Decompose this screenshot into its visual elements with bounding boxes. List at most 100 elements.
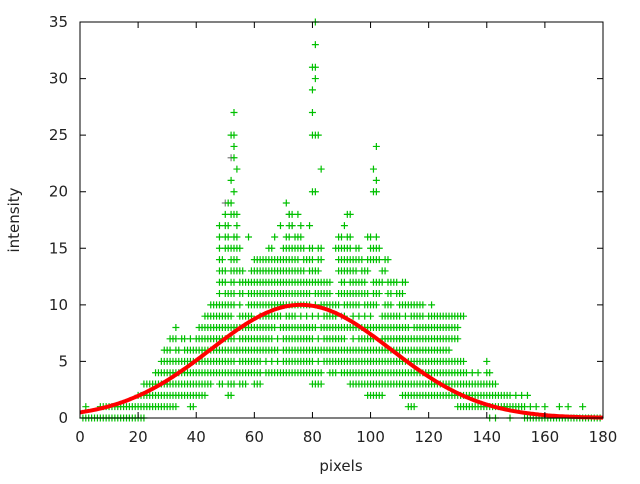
- data-point: [314, 267, 322, 275]
- data-point: [317, 369, 325, 377]
- data-point: [172, 323, 180, 331]
- data-point: [372, 142, 380, 150]
- y-tick-label: 35: [49, 13, 68, 31]
- data-point: [233, 256, 241, 264]
- data-point: [419, 301, 427, 309]
- data-point: [233, 222, 241, 230]
- data-point: [460, 312, 468, 320]
- data-point: [297, 222, 305, 230]
- data-point: [239, 267, 247, 275]
- data-point: [410, 403, 418, 411]
- ticks-layer: 0 20 40 60 80 100 120 140 160 180 0 5 10 15 20 25 30 35: [49, 13, 617, 446]
- x-tick-label: 40: [187, 428, 206, 446]
- data-point: [483, 357, 491, 365]
- fit-curve-layer: [79, 302, 603, 420]
- data-point: [317, 244, 325, 252]
- data-point: [384, 256, 392, 264]
- data-point: [532, 403, 540, 411]
- data-point: [326, 290, 334, 298]
- data-point: [308, 86, 316, 94]
- data-point: [172, 403, 180, 411]
- data-point: [311, 63, 319, 71]
- data-point: [474, 369, 482, 377]
- data-point: [282, 199, 290, 207]
- data-point: [201, 391, 209, 399]
- data-point: [227, 199, 235, 207]
- data-point: [486, 369, 494, 377]
- data-point: [297, 233, 305, 241]
- data-point: [230, 109, 238, 117]
- data-point: [378, 391, 386, 399]
- data-point: [346, 210, 354, 218]
- x-tick-label: 120: [414, 428, 443, 446]
- data-point: [355, 244, 363, 252]
- data-point: [311, 41, 319, 49]
- data-point: [564, 403, 572, 411]
- data-point: [367, 312, 375, 320]
- y-tick-label: 5: [58, 352, 68, 370]
- points-layer: [79, 18, 604, 422]
- data-point: [454, 323, 462, 331]
- data-point: [460, 357, 468, 365]
- data-point: [317, 380, 325, 388]
- data-point: [364, 267, 372, 275]
- data-point: [401, 278, 409, 286]
- data-point: [340, 222, 348, 230]
- data-point: [372, 301, 380, 309]
- y-tick-label: 30: [49, 70, 68, 88]
- x-tick-label: 0: [75, 428, 85, 446]
- data-point: [230, 188, 238, 196]
- data-point: [224, 222, 232, 230]
- data-point: [311, 188, 319, 196]
- x-axis-label: pixels: [319, 457, 363, 475]
- data-point: [306, 222, 314, 230]
- data-point: [276, 222, 284, 230]
- data-point: [372, 188, 380, 196]
- data-point: [369, 165, 377, 173]
- x-tick-label: 140: [472, 428, 501, 446]
- x-tick-label: 60: [245, 428, 264, 446]
- data-point: [242, 380, 250, 388]
- data-point: [314, 131, 322, 139]
- data-point: [375, 244, 383, 252]
- data-point: [245, 233, 253, 241]
- data-point: [317, 256, 325, 264]
- data-point: [218, 256, 226, 264]
- data-point: [82, 403, 90, 411]
- data-point: [227, 176, 235, 184]
- data-point: [311, 75, 319, 83]
- data-point: [230, 142, 238, 150]
- data-point: [387, 301, 395, 309]
- data-point: [381, 267, 389, 275]
- x-tick-label: 20: [129, 428, 148, 446]
- data-point: [372, 233, 380, 241]
- y-tick-label: 0: [58, 409, 68, 427]
- data-point: [288, 222, 296, 230]
- data-point: [294, 210, 302, 218]
- gaussian-fit-line: [79, 302, 603, 420]
- data-point: [227, 312, 235, 320]
- data-point: [317, 165, 325, 173]
- data-point: [230, 154, 238, 162]
- data-point: [308, 109, 316, 117]
- x-tick-label: 160: [531, 428, 560, 446]
- y-tick-label: 25: [49, 126, 68, 144]
- data-point: [236, 244, 244, 252]
- data-point: [326, 278, 334, 286]
- data-point: [236, 301, 244, 309]
- data-point: [233, 210, 241, 218]
- data-point: [227, 391, 235, 399]
- data-point: [256, 380, 264, 388]
- x-tick-label: 180: [589, 428, 618, 446]
- data-point: [233, 233, 241, 241]
- data-point: [372, 176, 380, 184]
- data-point: [375, 290, 383, 298]
- data-point: [579, 403, 587, 411]
- data-point: [189, 403, 197, 411]
- data-point: [454, 335, 462, 343]
- data-point: [445, 346, 453, 354]
- data-point: [207, 380, 215, 388]
- y-tick-label: 10: [49, 296, 68, 314]
- data-point: [491, 380, 499, 388]
